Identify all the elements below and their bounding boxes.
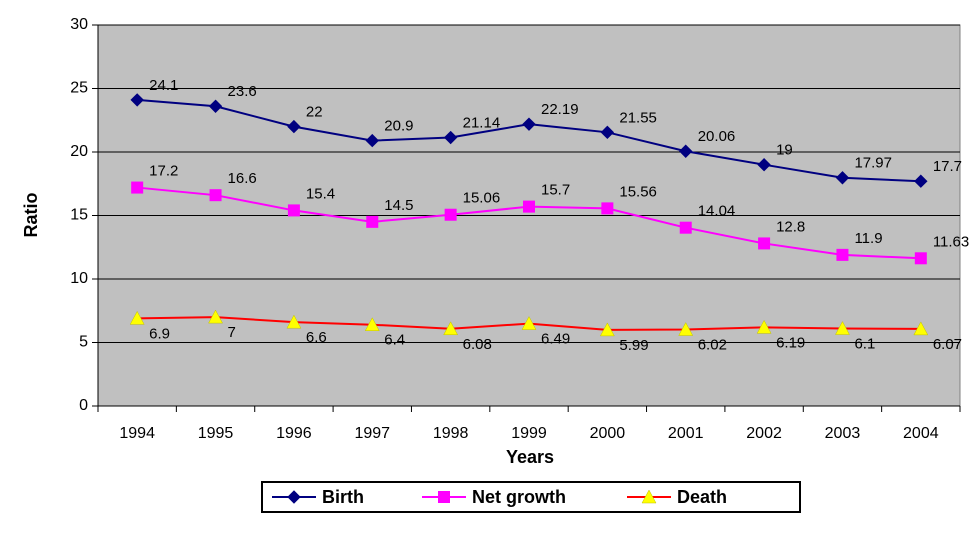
legend-label: Death — [677, 487, 727, 507]
legend: Birth Net growth Death — [261, 481, 801, 513]
marker — [599, 322, 615, 337]
data-label: 6.6 — [306, 329, 327, 346]
data-label: 6.08 — [463, 336, 492, 353]
data-label: 17.2 — [149, 163, 178, 180]
data-label: 14.5 — [384, 197, 413, 214]
marker — [286, 314, 302, 329]
data-label: 20.06 — [698, 128, 736, 145]
data-label: 6.49 — [541, 331, 570, 348]
x-tick-label: 1996 — [276, 425, 312, 442]
marker — [287, 119, 301, 134]
data-label: 6.07 — [933, 336, 962, 353]
data-label: 17.97 — [854, 155, 892, 172]
y-axis-label: Ratio — [21, 192, 41, 237]
y-tick-label: 25 — [70, 80, 88, 97]
marker — [287, 490, 301, 504]
marker — [131, 181, 144, 194]
x-tick-label: 2002 — [746, 425, 782, 442]
marker — [679, 221, 692, 234]
data-label: 6.19 — [776, 334, 805, 351]
marker — [438, 491, 450, 503]
x-tick-label: 1995 — [198, 425, 234, 442]
data-label: 6.4 — [384, 332, 405, 349]
data-label: 22.19 — [541, 101, 579, 118]
data-label: 11.9 — [854, 230, 882, 247]
marker — [758, 237, 771, 250]
data-label: 6.9 — [149, 325, 170, 342]
x-tick-label: 2003 — [825, 425, 861, 442]
marker — [209, 189, 222, 202]
marker — [913, 321, 929, 336]
y-tick-label: 0 — [79, 397, 88, 414]
y-tick-label: 5 — [79, 334, 88, 351]
x-axis-label: Years — [506, 447, 554, 467]
y-tick-label: 20 — [70, 143, 88, 160]
marker — [443, 130, 458, 145]
marker — [364, 317, 380, 331]
x-tick-label: 2001 — [668, 425, 704, 442]
marker — [914, 174, 928, 188]
marker — [835, 321, 850, 335]
marker — [756, 319, 772, 334]
data-label: 17.7 — [933, 158, 962, 175]
data-label: 14.04 — [698, 203, 736, 220]
y-tick-label: 30 — [70, 16, 88, 33]
marker — [678, 322, 694, 336]
marker — [208, 99, 223, 113]
marker — [757, 157, 771, 172]
marker — [522, 117, 536, 131]
y-tick-label: 10 — [70, 270, 88, 287]
x-tick-label: 1999 — [511, 425, 547, 442]
legend-label: Birth — [322, 487, 364, 507]
marker — [601, 202, 614, 215]
marker — [130, 93, 144, 107]
data-label: 15.56 — [619, 183, 657, 200]
x-tick-label: 1997 — [354, 425, 390, 442]
data-label: 21.55 — [619, 109, 657, 126]
data-label: 23.6 — [228, 83, 257, 100]
marker — [641, 489, 657, 504]
marker — [287, 204, 300, 217]
marker — [600, 125, 615, 140]
data-label: 20.9 — [384, 118, 413, 135]
x-tick-label: 1994 — [119, 425, 155, 442]
marker — [521, 316, 537, 330]
legend-box — [261, 481, 801, 513]
data-label: 12.8 — [776, 218, 805, 235]
marker — [365, 133, 379, 148]
x-tick-label: 2004 — [903, 425, 939, 442]
data-label: 16.6 — [228, 170, 257, 187]
y-tick-label: 15 — [70, 207, 88, 224]
marker — [208, 309, 223, 324]
data-label: 21.14 — [463, 114, 501, 131]
marker — [444, 208, 457, 221]
data-label: 22 — [306, 104, 323, 121]
legend-label: Net growth — [472, 487, 566, 507]
data-label: 15.06 — [463, 190, 501, 207]
marker — [836, 248, 849, 261]
marker — [129, 310, 145, 325]
data-label: 15.4 — [306, 185, 335, 202]
data-label: 19 — [776, 142, 793, 159]
marker — [366, 215, 379, 228]
data-label: 15.7 — [541, 182, 570, 199]
data-label: 5.99 — [619, 337, 648, 354]
marker — [523, 200, 535, 213]
marker — [835, 171, 850, 185]
data-label: 6.1 — [854, 335, 875, 352]
data-label: 11.63 — [933, 233, 969, 250]
x-tick-label: 2000 — [590, 425, 626, 442]
x-tick-label: 1998 — [433, 425, 469, 442]
marker — [679, 144, 693, 158]
marker — [443, 321, 459, 336]
marker — [914, 252, 927, 265]
data-label: 24.1 — [149, 77, 178, 94]
data-label: 6.02 — [698, 337, 727, 354]
data-label: 7 — [228, 324, 236, 341]
